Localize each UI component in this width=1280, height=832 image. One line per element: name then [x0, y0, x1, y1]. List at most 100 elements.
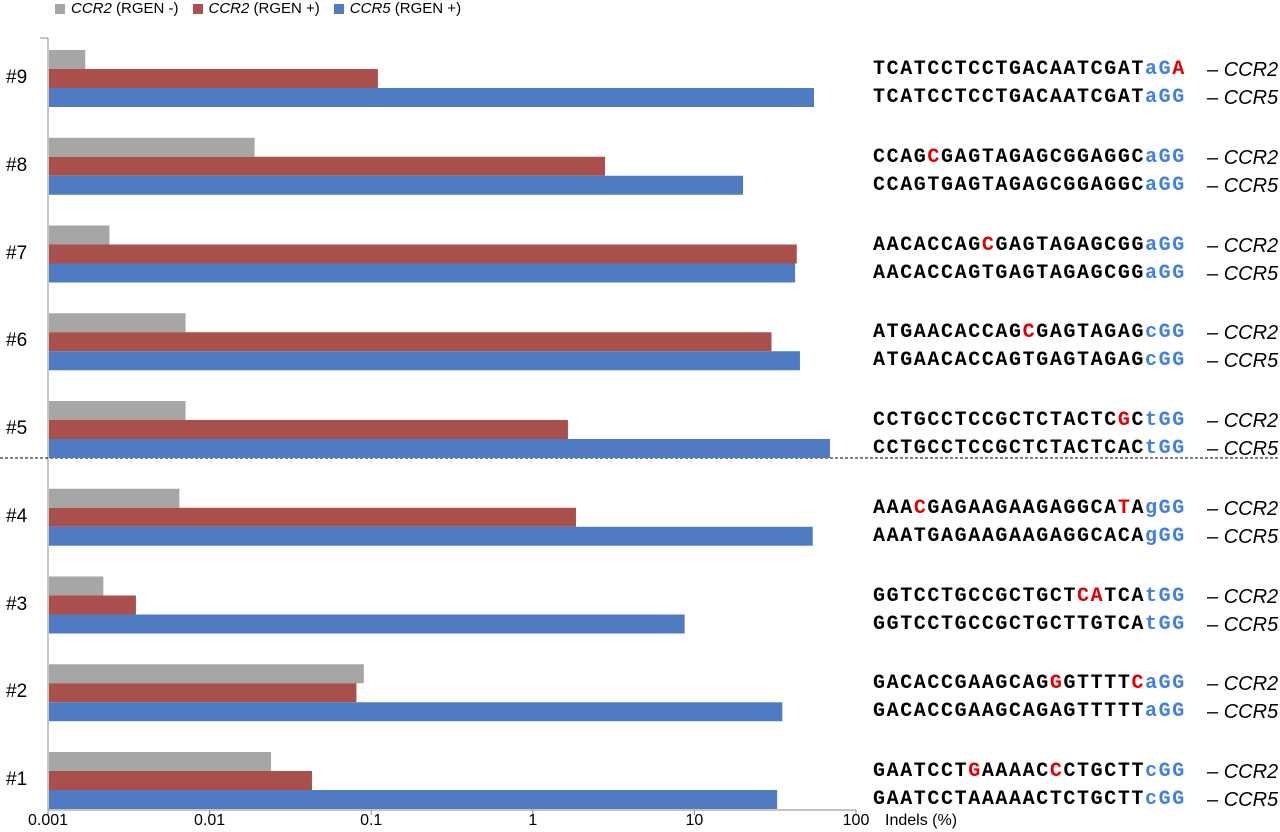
sequence-ccr2: GGTCCTGCCGCTGCTCATCAtGG: [873, 585, 1186, 609]
dash: –: [1207, 87, 1219, 109]
sequence-segment: GAGTAGAG: [1036, 321, 1146, 345]
legend-swatch: [333, 4, 344, 14]
category-label: #6: [6, 330, 28, 352]
gene-label: – CCR2: [1207, 672, 1278, 696]
sequence-ccr5: GGTCCTGCCGCTGCTTGTCAtGG: [873, 613, 1186, 637]
category-label: #1: [6, 769, 28, 790]
gene-label: – CCR5: [1207, 262, 1278, 286]
dash: –: [1207, 673, 1219, 696]
sequence-ccr5: AACACCAGTGAGTAGAGCGGaGG: [873, 262, 1186, 286]
dash: –: [1207, 525, 1219, 548]
sequence-ccr5: AAATGAGAAGAAGAGGCACAgGG: [873, 525, 1186, 549]
sequence-segment: aGG: [1145, 173, 1186, 197]
category-label: #3: [6, 593, 28, 615]
sequence-segment: C: [1131, 672, 1146, 696]
sequence-segment: gGG: [1145, 496, 1186, 520]
legend-item: CCR5 (RGEN +): [333, 0, 462, 18]
sequence-segment: gGG: [1145, 524, 1186, 548]
legend-item: CCR2 (RGEN -): [55, 0, 179, 18]
sequence-segment: G: [1049, 672, 1064, 696]
sequence-segment: C: [1049, 760, 1064, 783]
sequence-segment: GGTCCTGCCGCTGCTTGTCA: [873, 612, 1146, 636]
sequence-ccr2: AACACCAGCGAGTAGAGCGGaGG: [873, 234, 1186, 258]
legend-swatch: [192, 4, 203, 14]
sequence-segment: TCATCCTCCTGACAATCGAT: [873, 86, 1146, 109]
sequence-segment: C: [927, 145, 942, 169]
legend-gene: CCR5: [349, 0, 391, 17]
dash: –: [1207, 497, 1219, 520]
gene-label: – CCR5: [1207, 349, 1278, 373]
sequence-segment: CCTGCCTCCGCTCTACTC: [873, 409, 1118, 432]
legend-gene: CCR2: [71, 0, 112, 17]
gene-name: CCR2: [1223, 234, 1279, 257]
dash: –: [1207, 322, 1219, 345]
bar: [49, 526, 813, 546]
bar: [49, 401, 186, 420]
sequence-segment: G: [968, 760, 982, 783]
gene-name: CCR5: [1223, 262, 1279, 285]
sequence-segment: AAATGAGAAGAAGAGGCACA: [873, 524, 1146, 548]
sequence-ccr5: CCAGTGAGTAGAGCGGAGGCaGG: [873, 174, 1186, 198]
sequence-segment: cGG: [1145, 760, 1186, 783]
gene-label: – CCR2: [1207, 321, 1278, 345]
sequence-ccr2: CCTGCCTCCGCTCTACTCGCtGG: [873, 409, 1186, 433]
bar: [49, 702, 783, 722]
bar: [49, 771, 312, 790]
bar: [49, 790, 778, 809]
sequence-segment: GACACCGAAGCAGAGTTTTT: [873, 700, 1146, 724]
gene-label: – CCR2: [1207, 146, 1278, 170]
gene-name: CCR2: [1223, 497, 1279, 520]
legend-suffix: (RGEN +): [249, 0, 320, 17]
bar: [49, 137, 255, 157]
sequence-segment: TCA: [1104, 584, 1146, 608]
dash: –: [1207, 350, 1219, 373]
bar: [49, 156, 606, 176]
bar: [49, 664, 364, 684]
sequence-segment: C: [1022, 321, 1037, 345]
gene-label: – CCR2: [1207, 585, 1278, 609]
gene-name: CCR5: [1223, 174, 1279, 197]
gene-name: CCR5: [1223, 613, 1279, 636]
sequence-ccr5: TCATCCTCCTGACAATCGATaGG: [873, 86, 1186, 110]
gene-label: – CCR2: [1207, 58, 1278, 82]
sequence-segment: tGG: [1145, 584, 1186, 608]
bar: [49, 595, 136, 615]
sequence-segment: GAGTAGAGCGG: [995, 233, 1146, 257]
gene-name: CCR2: [1223, 146, 1279, 169]
gene-name: CCR2: [1223, 59, 1279, 81]
category-label: #5: [6, 418, 28, 439]
gene-label: – CCR5: [1207, 174, 1278, 198]
bar: [49, 263, 796, 283]
sequence-segment: AAAAC: [981, 760, 1050, 783]
sequence-segment: CCAGTGAGTAGAGCGGAGGC: [873, 173, 1146, 197]
gene-name: CCR2: [1223, 585, 1279, 608]
dash: –: [1207, 438, 1219, 460]
gene-name: CCR5: [1223, 350, 1279, 373]
sequence-segment: C: [981, 233, 996, 257]
gene-name: CCR5: [1223, 701, 1279, 724]
sequence-segment: cGG: [1145, 349, 1186, 373]
x-tick-label: 0.1: [360, 812, 383, 829]
dash: –: [1207, 585, 1219, 608]
gene-name: CCR2: [1223, 322, 1279, 345]
gene-name: CCR2: [1223, 410, 1279, 432]
sequence-segment: C: [913, 496, 928, 520]
x-tick-label: 0.001: [27, 812, 69, 829]
gene-name: CCR5: [1223, 525, 1279, 548]
legend-suffix: (RGEN +): [390, 0, 462, 17]
category-label: #8: [6, 154, 28, 176]
dash: –: [1207, 789, 1219, 811]
gene-label: – CCR5: [1207, 525, 1278, 549]
gene-label: – CCR2: [1207, 234, 1278, 258]
sequence-segment: aGG: [1145, 145, 1186, 169]
sequence-segment: AACACCAG: [873, 233, 982, 257]
category-label: #2: [6, 681, 28, 703]
sequence-segment: CCAG: [873, 145, 928, 169]
dash: –: [1207, 761, 1219, 783]
sequence-ccr2: AAACGAGAAGAAGAGGCATAgGG: [873, 497, 1186, 521]
sequence-segment: cGG: [1145, 321, 1186, 345]
sequence-ccr2: ATGAACACCAGCGAGTAGAGcGG: [873, 321, 1186, 345]
bar: [49, 439, 830, 458]
bar: [49, 752, 272, 771]
